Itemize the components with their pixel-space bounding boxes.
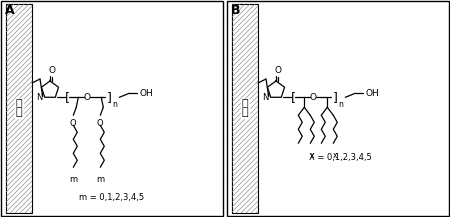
- Text: OH: OH: [140, 89, 153, 98]
- Text: X = 0,1,2,3,4,5: X = 0,1,2,3,4,5: [309, 153, 371, 162]
- Text: O: O: [70, 119, 77, 128]
- Text: N: N: [36, 93, 43, 102]
- Text: m = 0,1,2,3,4,5: m = 0,1,2,3,4,5: [80, 193, 144, 202]
- Text: OH: OH: [365, 89, 379, 98]
- Text: 龙: 龙: [242, 107, 248, 117]
- Text: m: m: [69, 175, 77, 184]
- Text: B: B: [231, 4, 240, 17]
- Text: n: n: [112, 100, 117, 109]
- Text: 尼: 尼: [16, 100, 22, 110]
- Text: ]: ]: [107, 91, 112, 104]
- Text: O: O: [84, 93, 91, 102]
- Bar: [6, 4, 32, 213]
- Text: x: x: [310, 151, 315, 160]
- Text: O: O: [274, 66, 282, 75]
- Text: ]: ]: [333, 91, 338, 104]
- Text: O: O: [49, 66, 55, 75]
- Bar: [1, 1, 223, 216]
- Text: 龙: 龙: [16, 107, 22, 117]
- Text: [: [: [65, 91, 70, 104]
- Text: [: [: [291, 91, 296, 104]
- Text: O: O: [310, 93, 317, 102]
- Text: m: m: [96, 175, 104, 184]
- Text: A: A: [5, 4, 14, 17]
- Text: n: n: [338, 100, 343, 109]
- Bar: [232, 4, 258, 213]
- Bar: [227, 1, 449, 216]
- Text: N: N: [262, 93, 269, 102]
- Text: O: O: [97, 119, 104, 128]
- Text: 尼: 尼: [242, 100, 248, 110]
- Text: x: x: [333, 151, 338, 160]
